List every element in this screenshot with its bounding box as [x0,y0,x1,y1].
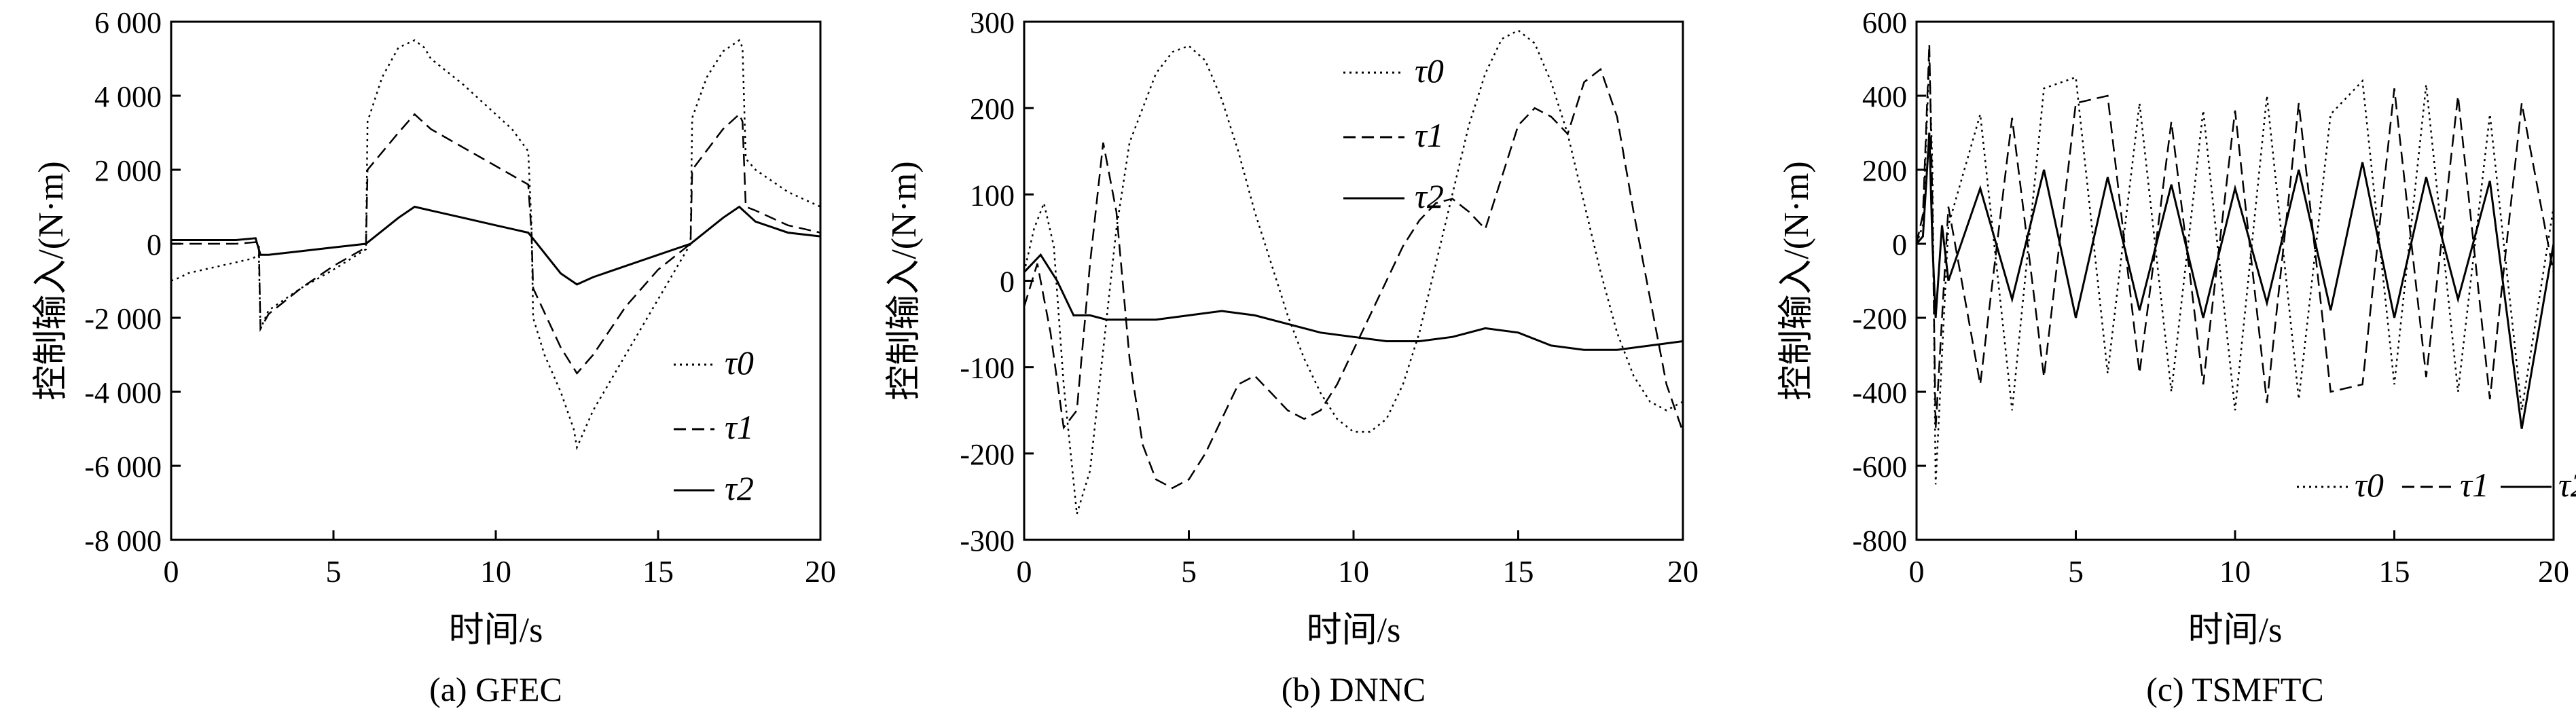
y-tick-label: 0 [1000,266,1015,299]
x-tick-label: 10 [1338,554,1369,589]
y-tick-label: -400 [1852,376,1907,409]
y-tick-label: -6 000 [84,450,162,483]
series-line-1 [171,39,820,451]
y-tick-label: 600 [1862,6,1907,39]
x-tick-label: 20 [1667,554,1699,589]
legend-entry-label: τ1 [2460,466,2489,504]
y-tick-label: 0 [1892,228,1907,261]
legend-entry-label: τ0 [725,344,754,382]
x-tick-label: 10 [480,554,511,589]
y-tick-label: -200 [1852,302,1907,335]
x-tick-label: 0 [1909,554,1925,589]
y-tick-label: -600 [1852,450,1907,483]
series-line-1 [1917,58,2554,485]
y-tick-label: 300 [970,6,1015,39]
x-tick-label: 15 [642,554,674,589]
x-tick-label: 15 [2379,554,2410,589]
y-axis-label: 控制输入/(N·m) [32,161,71,400]
x-tick-label: 20 [805,554,836,589]
y-tick-label: -300 [960,524,1015,557]
x-tick-label: 5 [1181,554,1197,589]
x-tick-label: 20 [2538,554,2569,589]
y-tick-label: 200 [1862,154,1907,187]
series-line-3 [1917,132,2554,429]
y-tick-label: -2 000 [84,302,162,335]
y-tick-label: 0 [147,228,162,261]
panel-caption: (a) GFEC [429,670,562,708]
chart-panel-2: -300 -200 -100 0 100 200 300 0 5 10 15 20 时间/s 控制输入/(… [885,6,1699,708]
legend-entry-label: τ2 [725,469,754,507]
legend-entry-label: τ2 [1415,177,1444,215]
y-tick-label: 4 000 [94,80,162,113]
panel-caption: (c) TSMFTC [2146,670,2324,708]
legend-entry-label: τ1 [1415,116,1444,154]
y-axis-label: 控制输入/(N·m) [1777,161,1816,400]
x-tick-label: 5 [2068,554,2084,589]
series-line-2 [171,113,820,375]
panel-caption: (b) DNNC [1282,670,1426,708]
y-tick-label: 200 [970,92,1015,126]
series-line-3 [1024,253,1683,351]
x-tick-label: 10 [2219,554,2251,589]
x-axis-label: 时间/s [1307,611,1401,650]
y-tick-label: 2 000 [94,154,162,187]
series-line-3 [171,205,820,286]
y-tick-label: -100 [960,352,1015,385]
y-tick-label: 400 [1862,80,1907,113]
x-tick-label: 0 [164,554,179,589]
y-tick-label: 100 [970,179,1015,212]
y-tick-label: -200 [960,438,1015,471]
y-tick-label: -800 [1852,524,1907,557]
legend-entry-label: τ1 [725,408,754,446]
legend-entry-label: τ2 [2558,466,2576,504]
y-tick-label: -8 000 [84,524,162,557]
series-line-2 [1024,67,1683,490]
x-tick-label: 5 [326,554,342,589]
chart-panel-3: -800 -600 -400 -200 0 200 400 600 0 5 10 15 20 时间/s 控制… [1777,6,2576,708]
legend-entry-label: τ0 [1415,52,1444,90]
x-axis-label: 时间/s [2188,611,2283,650]
x-axis-label: 时间/s [449,611,543,650]
y-tick-label: -4 000 [84,376,162,409]
chart-panel-1: -8 000 -6 000 -4 000 -2 000 0 2 000 4 000 6 000… [32,6,836,708]
x-tick-label: 0 [1017,554,1032,589]
x-tick-label: 15 [1503,554,1534,589]
y-axis-label: 控制输入/(N·m) [885,161,924,400]
legend-entry-label: τ0 [2355,466,2384,504]
y-tick-label: 6 000 [94,6,162,39]
